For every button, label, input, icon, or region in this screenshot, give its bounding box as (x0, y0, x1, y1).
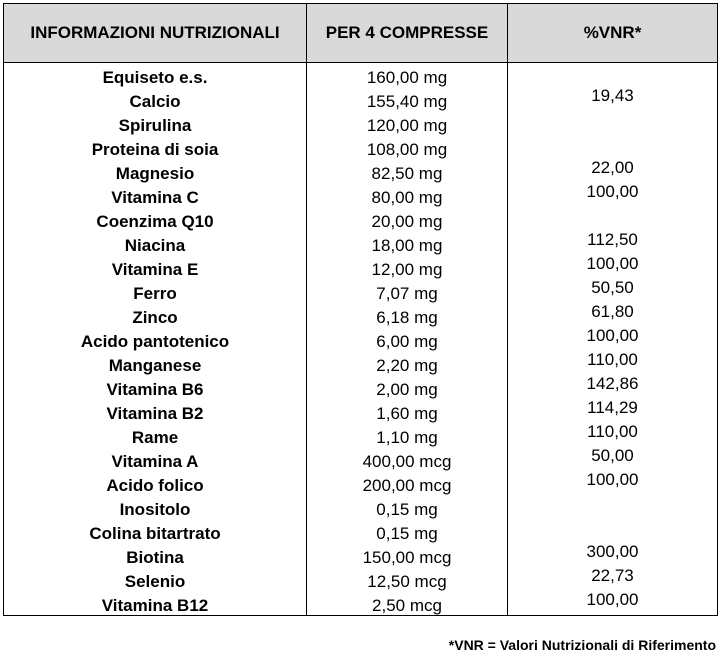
table-row: Niacina 18,00 mg 112,50 (3, 231, 718, 255)
nutrient-vnr: 100,00 (507, 183, 718, 207)
nutrient-name: Acido pantotenico (3, 327, 307, 351)
table-row: Spirulina 120,00 mg (3, 111, 718, 135)
table-row: Vitamina C 80,00 mg 100,00 (3, 183, 718, 207)
nutrient-quantity: 18,00 mg (306, 231, 508, 255)
nutrient-vnr: 110,00 (507, 351, 718, 375)
nutrient-vnr: 112,50 (507, 231, 718, 255)
header-nutrients: INFORMAZIONI NUTRIZIONALI (3, 3, 307, 63)
nutrient-vnr: 50,00 (507, 447, 718, 471)
nutrient-quantity: 1,10 mg (306, 423, 508, 447)
nutrient-name: Ferro (3, 279, 307, 303)
footnote: *VNR = Valori Nutrizionali di Riferiment… (448, 637, 716, 653)
table-row: Calcio 155,40 mg 19,43 (3, 87, 718, 111)
nutrient-quantity: 155,40 mg (306, 87, 508, 111)
nutrient-quantity: 2,20 mg (306, 351, 508, 375)
nutrient-vnr: 142,86 (507, 375, 718, 399)
nutrient-vnr: 110,00 (507, 423, 718, 447)
nutrient-name: Vitamina E (3, 255, 307, 279)
table-row: Acido pantotenico 6,00 mg 100,00 (3, 327, 718, 351)
nutrient-vnr: 22,00 (507, 159, 718, 183)
nutrient-vnr: 100,00 (507, 591, 718, 616)
table-row: Vitamina B6 2,00 mg 142,86 (3, 375, 718, 399)
nutrient-name: Biotina (3, 543, 307, 567)
nutrient-quantity: 12,00 mg (306, 255, 508, 279)
nutrient-name: Vitamina B6 (3, 375, 307, 399)
nutrient-vnr: 100,00 (507, 327, 718, 351)
nutrient-name: Magnesio (3, 159, 307, 183)
table-row: Ferro 7,07 mg 50,50 (3, 279, 718, 303)
nutrient-quantity: 1,60 mg (306, 399, 508, 423)
table-row: Proteina di soia 108,00 mg (3, 135, 718, 159)
nutrient-name: Acido folico (3, 471, 307, 495)
table-row: Zinco 6,18 mg 61,80 (3, 303, 718, 327)
nutrient-vnr (507, 495, 718, 519)
nutrient-vnr (507, 519, 718, 543)
nutrient-quantity: 7,07 mg (306, 279, 508, 303)
table-header-row: INFORMAZIONI NUTRIZIONALI PER 4 COMPRESS… (3, 3, 718, 63)
nutrient-quantity: 12,50 mcg (306, 567, 508, 591)
nutrient-quantity: 400,00 mcg (306, 447, 508, 471)
table-row: Vitamina E 12,00 mg 100,00 (3, 255, 718, 279)
nutrient-name: Spirulina (3, 111, 307, 135)
nutrient-vnr: 19,43 (507, 87, 718, 111)
table-row: Coenzima Q10 20,00 mg (3, 207, 718, 231)
nutrient-vnr (507, 207, 718, 231)
header-vnr: %VNR* (507, 3, 718, 63)
nutrient-quantity: 2,50 mcg (306, 591, 508, 616)
nutrient-quantity: 6,18 mg (306, 303, 508, 327)
nutrient-name: Colina bitartrato (3, 519, 307, 543)
nutrient-vnr (507, 62, 718, 87)
nutrient-vnr: 100,00 (507, 255, 718, 279)
nutrient-name: Selenio (3, 567, 307, 591)
nutrient-name: Vitamina B12 (3, 591, 307, 616)
nutrient-quantity: 20,00 mg (306, 207, 508, 231)
nutrient-name: Coenzima Q10 (3, 207, 307, 231)
nutrient-name: Vitamina A (3, 447, 307, 471)
nutrient-vnr (507, 111, 718, 135)
nutrient-vnr: 100,00 (507, 471, 718, 495)
table-row: Inositolo 0,15 mg (3, 495, 718, 519)
nutrient-name: Manganese (3, 351, 307, 375)
nutrient-quantity: 120,00 mg (306, 111, 508, 135)
nutrient-vnr: 50,50 (507, 279, 718, 303)
table-row: Manganese 2,20 mg 110,00 (3, 351, 718, 375)
header-per-4-tablets: PER 4 COMPRESSE (306, 3, 508, 63)
table-row: Vitamina B12 2,50 mcg 100,00 (3, 591, 718, 616)
nutrient-vnr: 300,00 (507, 543, 718, 567)
table-row: Vitamina A 400,00 mcg 50,00 (3, 447, 718, 471)
table-row: Biotina 150,00 mcg 300,00 (3, 543, 718, 567)
nutrient-name: Zinco (3, 303, 307, 327)
table-row: Acido folico 200,00 mcg 100,00 (3, 471, 718, 495)
table-row: Equiseto e.s. 160,00 mg (3, 62, 718, 87)
nutrient-vnr (507, 135, 718, 159)
table-row: Selenio 12,50 mcg 22,73 (3, 567, 718, 591)
nutrient-vnr: 114,29 (507, 399, 718, 423)
table-row: Colina bitartrato 0,15 mg (3, 519, 718, 543)
table-body: Equiseto e.s. 160,00 mg Calcio 155,40 mg 19,… (3, 62, 718, 616)
nutrient-quantity: 160,00 mg (306, 62, 508, 87)
nutrient-name: Calcio (3, 87, 307, 111)
nutrient-quantity: 0,15 mg (306, 519, 508, 543)
nutrient-quantity: 200,00 mcg (306, 471, 508, 495)
nutrient-name: Equiseto e.s. (3, 62, 307, 87)
nutrient-quantity: 80,00 mg (306, 183, 508, 207)
table-row: Vitamina B2 1,60 mg 114,29 (3, 399, 718, 423)
nutrient-name: Vitamina C (3, 183, 307, 207)
nutrition-table: INFORMAZIONI NUTRIZIONALI PER 4 COMPRESS… (3, 3, 718, 616)
table-row: Rame 1,10 mg 110,00 (3, 423, 718, 447)
nutrient-quantity: 2,00 mg (306, 375, 508, 399)
table-row: Magnesio 82,50 mg 22,00 (3, 159, 718, 183)
nutrient-quantity: 108,00 mg (306, 135, 508, 159)
nutrient-vnr: 22,73 (507, 567, 718, 591)
nutrient-quantity: 82,50 mg (306, 159, 508, 183)
nutrient-name: Inositolo (3, 495, 307, 519)
nutrient-name: Niacina (3, 231, 307, 255)
nutrient-vnr: 61,80 (507, 303, 718, 327)
nutrient-name: Vitamina B2 (3, 399, 307, 423)
nutrient-quantity: 150,00 mcg (306, 543, 508, 567)
nutrient-quantity: 6,00 mg (306, 327, 508, 351)
nutrient-quantity: 0,15 mg (306, 495, 508, 519)
nutrient-name: Proteina di soia (3, 135, 307, 159)
nutrient-name: Rame (3, 423, 307, 447)
